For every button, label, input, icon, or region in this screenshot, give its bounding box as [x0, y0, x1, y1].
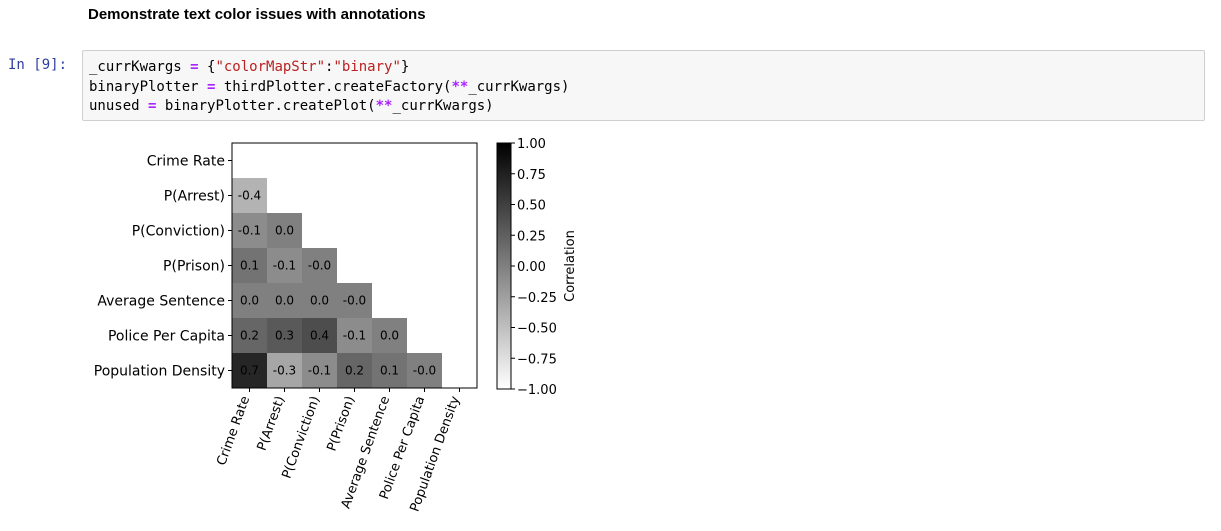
cell-annotation: -0.3	[273, 364, 296, 378]
heatmap-cell	[267, 318, 302, 353]
cell-annotation: 0.2	[345, 364, 364, 378]
cell-annotation: 0.0	[275, 224, 294, 238]
code-cell-input[interactable]: _currKwargs = {"colorMapStr":"binary"} b…	[82, 50, 1205, 121]
cell-annotation: -0.1	[273, 259, 296, 273]
x-tick-label: P(Conviction)	[280, 394, 324, 481]
heatmap-cell	[337, 318, 372, 353]
code-token: _currKwargs	[89, 59, 191, 75]
colorbar-tick-label: −0.50	[517, 322, 557, 337]
code-token: **	[375, 98, 393, 114]
cell-annotation: 0.7	[240, 364, 259, 378]
code-token: "colorMapStr"	[215, 59, 326, 75]
heatmap-cell	[232, 248, 267, 283]
cell-annotation: 0.0	[310, 294, 329, 308]
heatmap-cell	[302, 318, 337, 353]
heatmap-cell	[267, 353, 302, 388]
correlation-heatmap: -0.4 -0.1 0.0 0.1 -0.1 -0.0 0.0 0.0 0.0 -0.0 0.2 0.…	[94, 137, 578, 514]
y-tick-label: P(Arrest)	[164, 189, 225, 205]
heatmap-cell	[407, 353, 442, 388]
y-tick-label: Police Per Capita	[108, 329, 225, 345]
colorbar-tick-label: 0.50	[517, 199, 546, 214]
x-tick-label: Crime Rate	[214, 394, 253, 467]
cell-annotation: -0.0	[308, 259, 331, 273]
y-tick-label: Crime Rate	[147, 154, 225, 170]
input-prompt: In [9]:	[8, 57, 68, 73]
heatmap-cell	[232, 213, 267, 248]
colorbar-tick-label: 0.00	[517, 260, 546, 275]
heatmap-cell	[267, 248, 302, 283]
heatmap-cell	[232, 318, 267, 353]
heatmap-cell	[372, 353, 407, 388]
cell-annotation: 0.2	[240, 329, 259, 343]
heatmap-cell	[302, 283, 337, 318]
code-editor[interactable]: _currKwargs = {"colorMapStr":"binary"} b…	[89, 58, 569, 117]
code-token: **	[451, 78, 469, 95]
x-tick-label: P(Prison)	[324, 394, 358, 453]
code-token: _currKwargs)	[468, 78, 570, 95]
code-token: binaryPlotter.createPlot(	[156, 98, 376, 114]
heatmap-cell	[302, 248, 337, 283]
heatmap-cell	[267, 213, 302, 248]
code-token: }	[400, 59, 410, 75]
heatmap-cell	[337, 283, 372, 318]
colorbar	[496, 142, 512, 390]
cell-annotation: 0.0	[240, 294, 259, 308]
colorbar-tick-label: 0.25	[517, 229, 546, 244]
y-tick-label: Population Density	[94, 364, 225, 380]
code-token: :	[325, 59, 334, 75]
heatmap-cell	[232, 178, 267, 213]
colorbar-tick-label: 0.75	[517, 168, 546, 183]
code-token: =	[207, 78, 216, 95]
heatmap-cell	[267, 283, 302, 318]
colorbar-tick-label: −0.25	[517, 291, 557, 306]
cell-annotation: -0.1	[308, 364, 331, 378]
code-token: =	[190, 59, 199, 75]
cell-annotation: 0.3	[275, 329, 294, 343]
colorbar-tick-label: −1.00	[517, 383, 557, 398]
output-area: -0.4 -0.1 0.0 0.1 -0.1 -0.0 0.0 0.0 0.0 -0.0 0.2 0.…	[82, 130, 602, 527]
heatmap-cell	[372, 318, 407, 353]
cell-annotation: -0.1	[238, 224, 261, 238]
colorbar-tick-label: 1.00	[517, 137, 546, 152]
code-token: binaryPlotter	[89, 78, 208, 95]
code-token: thirdPlotter.createFactory(	[215, 78, 452, 95]
cell-annotation: -0.0	[413, 364, 436, 378]
heatmap-cell	[232, 283, 267, 318]
cell-annotation: 0.4	[310, 329, 329, 343]
x-tick-label: P(Arrest)	[255, 394, 289, 453]
cell-annotation: 0.1	[240, 259, 259, 273]
cell-annotation: 0.0	[380, 329, 399, 343]
cell-annotation: 0.0	[275, 294, 294, 308]
code-token: =	[148, 98, 157, 114]
cell-annotation: -0.0	[343, 294, 366, 308]
cell-annotation: -0.1	[343, 329, 366, 343]
y-tick-label: P(Prison)	[163, 259, 225, 275]
code-token: "binary"	[333, 59, 401, 75]
code-token: unused	[89, 98, 149, 114]
code-token: {	[198, 59, 216, 75]
heatmap-cell	[337, 353, 372, 388]
cell-annotation: -0.4	[238, 189, 261, 203]
colorbar-tick-label: −0.75	[517, 352, 557, 367]
heatmap-cell	[232, 353, 267, 388]
cell-annotation: 0.1	[380, 364, 399, 378]
colorbar-label: Correlation	[563, 230, 578, 302]
y-tick-label: P(Conviction)	[132, 224, 225, 240]
code-token: _currKwargs)	[392, 98, 494, 114]
markdown-heading: Demonstrate text color issues with annot…	[88, 6, 426, 23]
heatmap-cell	[302, 353, 337, 388]
y-tick-label: Average Sentence	[97, 294, 225, 310]
